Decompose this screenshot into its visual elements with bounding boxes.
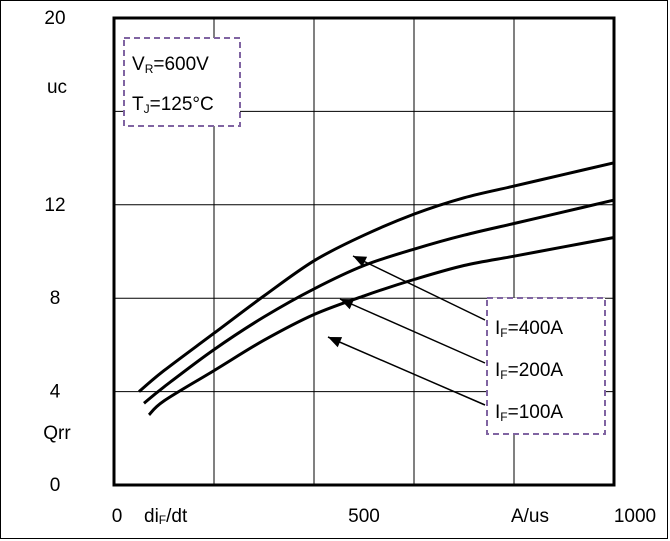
x-label-main: di xyxy=(144,506,159,527)
series-100a-tail: =100A xyxy=(508,402,564,423)
series-400a-tail: =400A xyxy=(508,318,564,339)
arrow-head xyxy=(340,299,355,310)
arrow-line xyxy=(327,336,486,406)
condition-tj: TJ=125°C xyxy=(132,94,214,116)
plot-border xyxy=(112,16,616,487)
y-tick-label: 12 xyxy=(44,195,65,216)
x-tick-label: 0 xyxy=(112,506,123,527)
condition-vr: VR=600V xyxy=(132,54,209,76)
y-axis-label: Qrr xyxy=(43,423,71,444)
condition-tj-tail: =125°C xyxy=(150,94,214,115)
y-axis-unit: uc xyxy=(47,77,67,98)
series-400a-sub: F xyxy=(500,326,507,340)
curve-if-200a xyxy=(143,198,615,405)
condition-vr-sub: R xyxy=(145,62,154,76)
x-label-sub: F xyxy=(159,513,166,527)
arrows xyxy=(327,255,486,406)
series-200a-sub: F xyxy=(500,368,507,382)
x-axis-unit: A/us xyxy=(511,506,549,527)
y-tick-label: 4 xyxy=(50,382,61,403)
conditions-box: VR=600V TJ=125°C xyxy=(123,37,241,127)
condition-vr-main: V xyxy=(132,54,145,75)
series-label-200a: IF=200A xyxy=(495,360,563,382)
x-tick-label: 500 xyxy=(348,506,380,527)
series-label-400a: IF=400A xyxy=(495,318,563,340)
condition-tj-main: T xyxy=(132,94,144,115)
curve-if-100a xyxy=(147,236,615,417)
x-axis-label: diF/dt xyxy=(144,506,188,527)
condition-tj-sub: J xyxy=(144,102,150,116)
y-tick-label: 20 xyxy=(44,8,65,29)
series-400a-main: I xyxy=(495,318,500,339)
series-200a-tail: =200A xyxy=(508,360,564,381)
conditions-box-border xyxy=(123,37,241,127)
series-200a-main: I xyxy=(495,360,500,381)
x-tick-label: 1000 xyxy=(614,506,656,527)
tick-labels: 0 4 8 12 20 0 500 1000 xyxy=(44,8,656,527)
y-tick-label: 8 xyxy=(50,288,61,309)
arrow-line xyxy=(352,255,486,321)
arrow-line xyxy=(339,298,486,364)
arrow-head xyxy=(353,256,368,267)
x-label-tail: /dt xyxy=(166,506,188,527)
y-tick-label: 0 xyxy=(50,475,61,496)
curves xyxy=(138,161,615,417)
series-100a-sub: F xyxy=(500,410,507,424)
curve-if-400a xyxy=(138,161,615,393)
series-label-box xyxy=(486,297,606,435)
series-labels: IF=400A IF=200A IF=100A xyxy=(486,297,606,435)
condition-vr-tail: =600V xyxy=(153,54,209,75)
arrow-head xyxy=(328,337,343,348)
series-100a-main: I xyxy=(495,402,500,423)
series-label-100a: IF=100A xyxy=(495,402,563,424)
